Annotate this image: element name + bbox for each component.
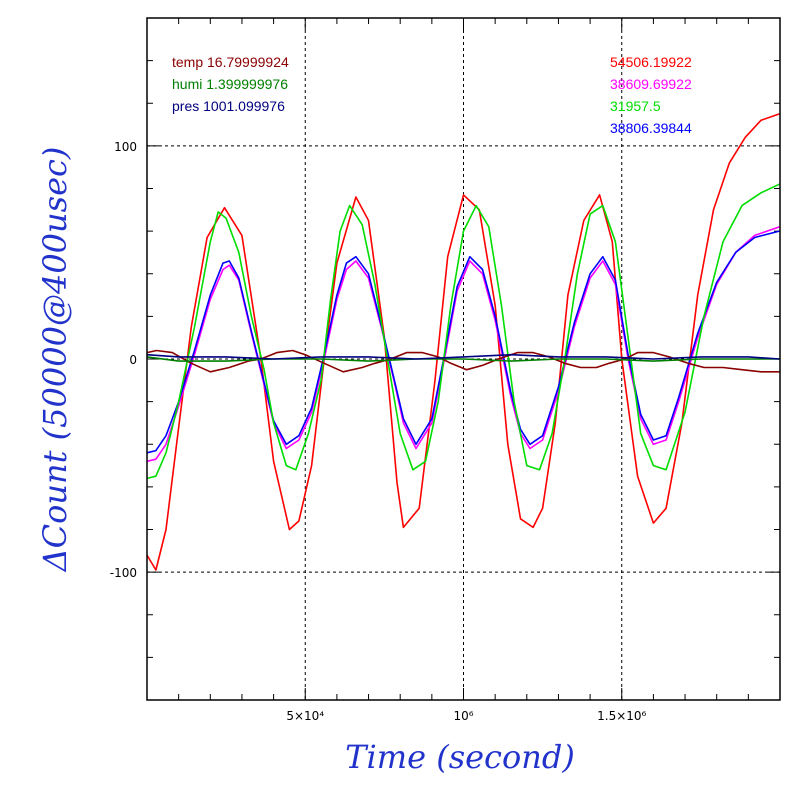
series-line-3 [146,183,780,480]
series-line-6 [146,353,780,360]
x-tick-label: 1.5×10⁶ [597,709,646,723]
x-tick-label: 10⁶ [453,709,473,723]
y-tick-label: 100 [114,140,137,154]
plot-frame [146,17,781,701]
legend-left-entry: humi 1.399999976 [172,76,288,92]
y-axis-title: ΔCount (50000@400usec) [36,147,74,574]
y-tick-label: -100 [110,566,137,580]
series-line-2 [146,230,780,454]
x-axis-title: Time (second) [345,738,575,776]
series-line-0 [146,113,780,571]
legend-left-entry: pres 1001.099976 [172,98,285,114]
legend-right-entry: 38609.69922 [610,76,692,92]
legend-left-entry: temp 16.79999924 [172,54,289,70]
legend-right-entry: 31957.5 [610,98,661,114]
series [146,113,780,571]
legend-right-entry: 54506.19922 [610,54,692,70]
legend: temp 16.79999924 humi 1.399999976 pres 100… [172,54,692,136]
tick-labels: 5×10⁴ 10⁶ 1.5×10⁶ 100 0 -100 [110,140,647,723]
legend-right-entry: 38806.39844 [610,120,692,136]
y-tick-label: 0 [129,353,137,367]
series-line-5 [146,356,780,362]
x-tick-label: 5×10⁴ [286,709,324,723]
ticks [147,18,780,700]
